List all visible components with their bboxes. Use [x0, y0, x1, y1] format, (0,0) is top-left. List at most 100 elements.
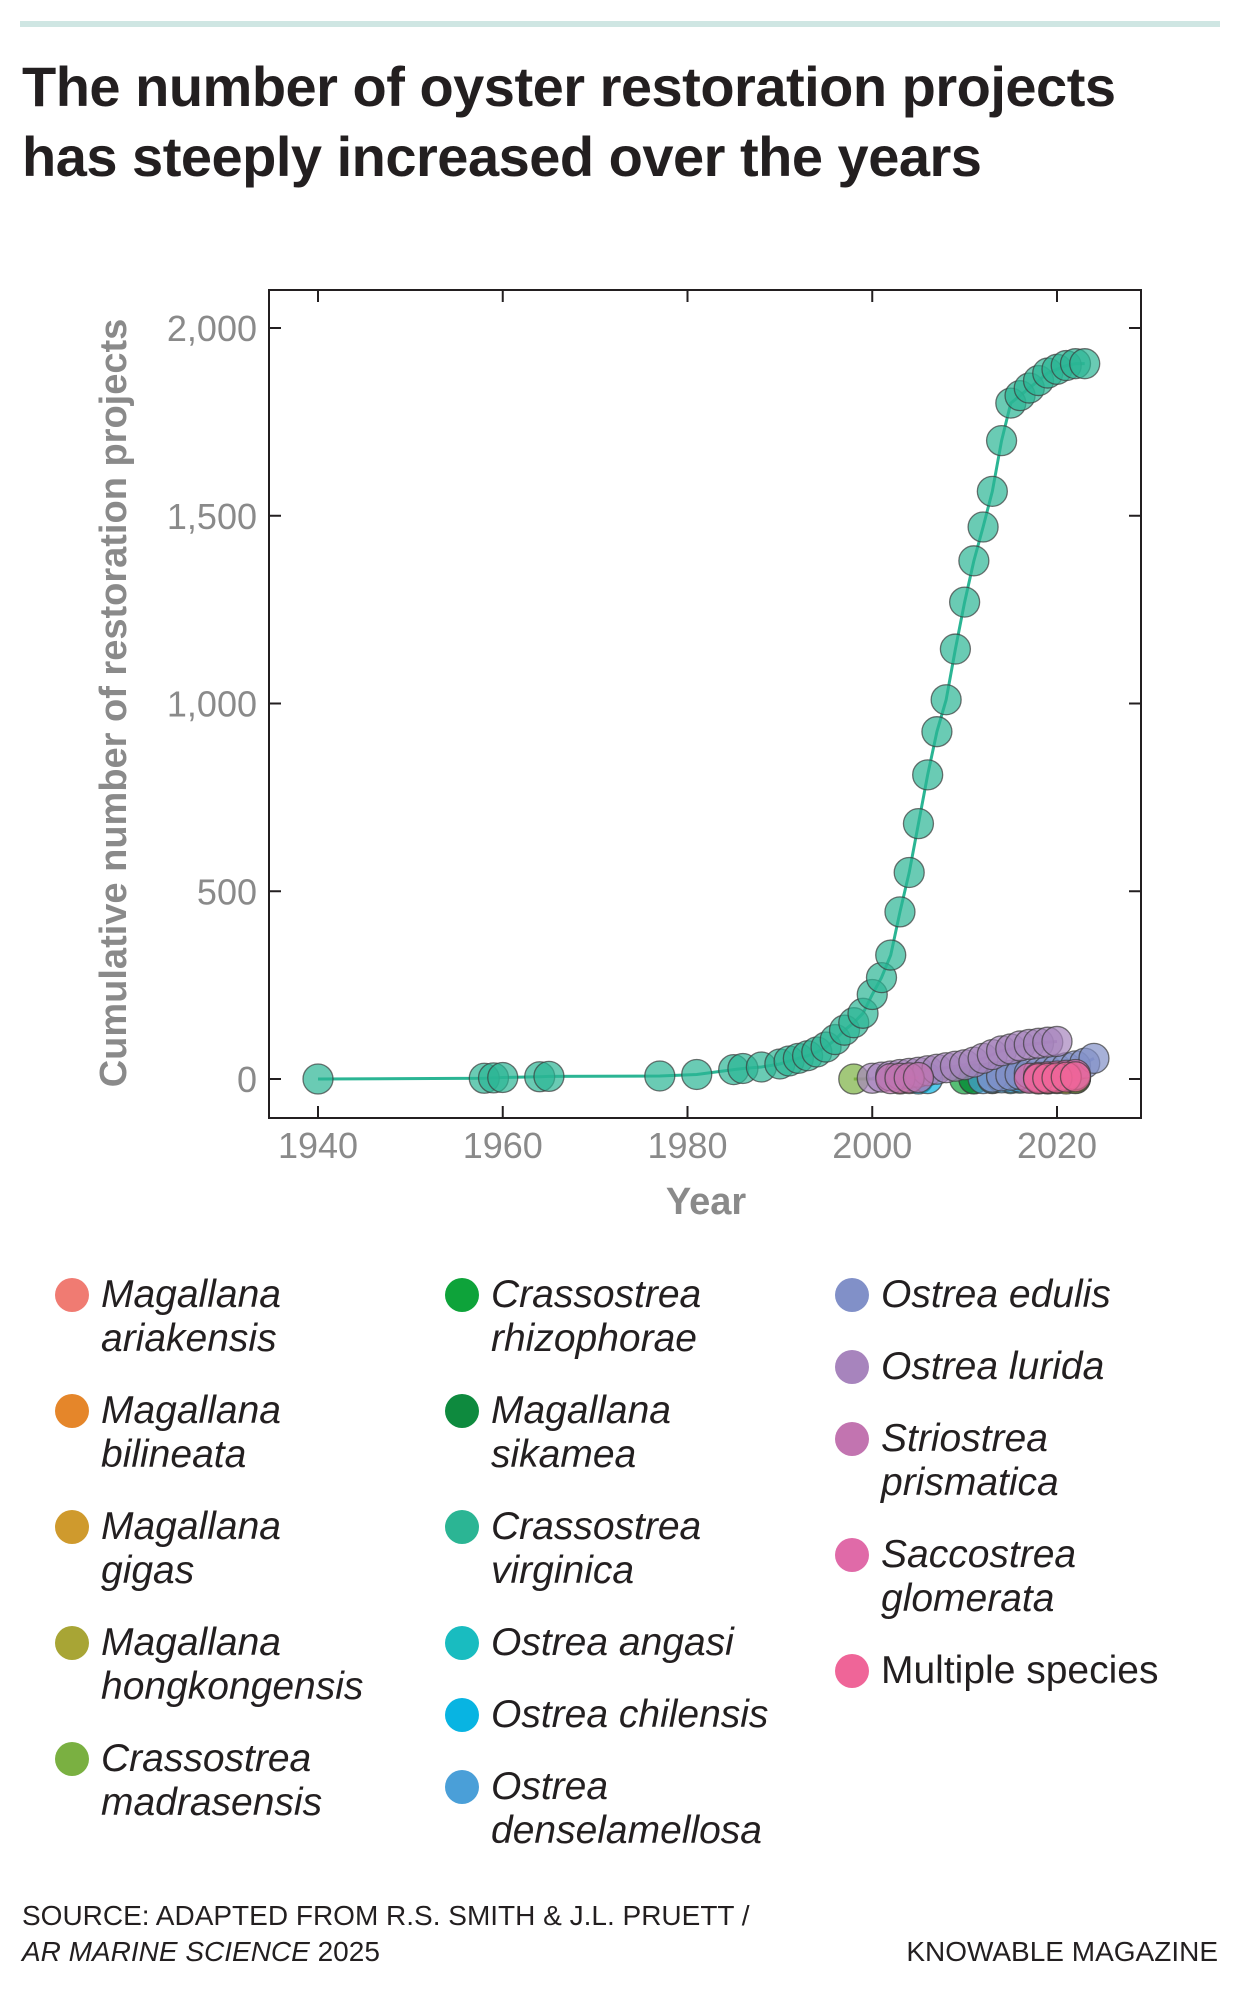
legend-swatch — [445, 1698, 479, 1732]
legend-item: Striostrea prismatica — [835, 1417, 1181, 1505]
legend-label-line: Multiple species — [881, 1649, 1159, 1692]
legend-label-line: sikamea — [491, 1433, 637, 1476]
data-point-ostrea-lurida — [1041, 1025, 1073, 1058]
legend-label: Magallana bilineata — [101, 1389, 401, 1477]
legend-label-line: Saccostrea — [881, 1533, 1077, 1576]
legend-swatch — [55, 1626, 89, 1660]
legend-swatch — [835, 1538, 869, 1572]
legend-swatch — [835, 1350, 869, 1384]
legend-label-line: hongkongensis — [101, 1665, 364, 1708]
page-title: The number of oyster restoration project… — [22, 55, 1116, 188]
data-point-crassostrea-virginica — [921, 716, 953, 748]
legend-label-line: Ostrea — [491, 1765, 609, 1808]
legend-item: Crassostrea rhizophorae — [445, 1273, 791, 1361]
legend-label: Striostrea prismatica — [881, 1417, 1181, 1505]
series-line-crassostrea-virginica — [317, 362, 1085, 1081]
y-tick-label: 2,000 — [167, 308, 257, 349]
legend-label-line: rhizophorae — [491, 1317, 697, 1360]
legend-label-line: prismatica — [881, 1461, 1059, 1504]
legend-label-line: Ostrea lurida — [881, 1345, 1105, 1388]
data-point-crassostrea-virginica — [948, 586, 981, 618]
source-year: 2025 — [317, 1936, 380, 1967]
legend-item: Ostrea edulis — [835, 1273, 1181, 1317]
legend-item: Magallana gigas — [55, 1505, 401, 1593]
legend-swatch — [835, 1278, 869, 1312]
data-point-striostrea-prismatica — [902, 1061, 935, 1094]
data-point-crassostrea-virginica — [939, 633, 972, 665]
legend-label-line: Magallana — [101, 1505, 281, 1548]
legend-label-line: Magallana — [101, 1273, 281, 1316]
credit: KNOWABLE MAGAZINE — [906, 1936, 1218, 1967]
legend-item: Crassostrea virginica — [445, 1505, 791, 1593]
data-point-crassostrea-virginica — [985, 424, 1018, 457]
x-tick-label: 1960 — [463, 1125, 543, 1166]
data-point-crassostrea-virginica — [302, 1063, 334, 1095]
legend-item: Magallana ariakensis — [55, 1273, 401, 1361]
legend-label-line: Ostrea angasi — [491, 1621, 734, 1664]
legend-label-line: Crassostrea — [491, 1505, 702, 1548]
legend-swatch — [445, 1394, 479, 1428]
data-point-crassostrea-virginica — [958, 545, 990, 577]
legend-label: Ostrea edulis — [881, 1273, 1181, 1317]
legend-label: Crassostrea madrasensis — [101, 1737, 401, 1825]
legend-label: Saccostrea glomerata — [881, 1533, 1181, 1621]
legend-label-line: Crassostrea — [491, 1273, 702, 1316]
data-point-crassostrea-virginica — [487, 1061, 519, 1094]
legend-label: Magallana sikamea — [491, 1389, 791, 1477]
y-tick-label: 1,500 — [167, 496, 257, 537]
legend-swatch — [445, 1278, 479, 1312]
data-point-crassostrea-virginica — [976, 475, 1008, 507]
top-rule — [20, 21, 1220, 27]
legend-item: Magallana bilineata — [55, 1389, 401, 1477]
legend-label-line: bilineata — [101, 1433, 247, 1476]
data-point-crassostrea-virginica — [902, 808, 935, 840]
legend-label-line: Striostrea — [881, 1417, 1048, 1460]
legend-label: Magallana ariakensis — [101, 1273, 401, 1361]
data-point-multiple-species — [1059, 1061, 1092, 1093]
legend-swatch — [445, 1510, 479, 1544]
legend-item: Saccostrea glomerata — [835, 1533, 1181, 1621]
x-tick-label: 1980 — [647, 1125, 727, 1166]
legend-label: Magallana hongkongensis — [101, 1621, 401, 1709]
legend-label: Magallana gigas — [101, 1505, 401, 1593]
legend-column-2: Crassostrea rhizophorae Magallana sikamea Cr… — [445, 1273, 791, 1853]
legend-column-3: Ostrea edulis Ostrea lurida Striostrea pris… — [835, 1273, 1181, 1693]
data-point-crassostrea-virginica — [644, 1060, 676, 1092]
source-prefix: SOURCE: ADAPTED FROM R.S. SMITH & J.L. P… — [22, 1900, 750, 1931]
legend-item: Ostrea chilensis — [445, 1693, 791, 1737]
source-note: SOURCE: ADAPTED FROM R.S. SMITH & J.L. P… — [22, 1898, 750, 1970]
legend-swatch — [55, 1510, 89, 1544]
legend-label-line: denselamellosa — [491, 1809, 763, 1852]
x-tick-label: 1940 — [278, 1125, 358, 1166]
legend-label: Ostrea chilensis — [491, 1693, 791, 1737]
y-tick-label: 0 — [237, 1059, 257, 1100]
data-point-crassostrea-virginica — [930, 684, 962, 716]
legend-label-line: Magallana — [491, 1389, 671, 1432]
y-tick-label: 500 — [197, 871, 257, 912]
legend-label-line: Ostrea chilensis — [491, 1693, 769, 1736]
legend-item: Crassostrea madrasensis — [55, 1737, 401, 1825]
legend-item: Magallana sikamea — [445, 1389, 791, 1477]
legend-swatch — [55, 1742, 89, 1776]
legend-swatch — [835, 1422, 869, 1456]
y-tick-label: 1,000 — [167, 684, 257, 725]
x-tick-label: 2020 — [1017, 1125, 1097, 1166]
data-point-crassostrea-virginica — [681, 1058, 713, 1091]
legend-label: Ostrea angasi — [491, 1621, 791, 1665]
x-axis-label: Year — [666, 1181, 747, 1223]
legend-label-line: ariakensis — [101, 1317, 277, 1360]
data-point-crassostrea-virginica — [893, 856, 925, 889]
legend-label: Ostrea lurida — [881, 1345, 1181, 1389]
legend-item: Ostrea denselamellosa — [445, 1765, 791, 1853]
legend-column-1: Magallana ariakensis Magallana bilineata Mag… — [55, 1273, 401, 1825]
legend-item: Ostrea angasi — [445, 1621, 791, 1665]
legend-swatch — [445, 1770, 479, 1804]
legend-label-line: Crassostrea — [101, 1737, 312, 1780]
data-point-crassostrea-virginica — [1069, 348, 1101, 380]
legend-swatch — [445, 1626, 479, 1660]
y-axis-label: Cumulative number of restoration project… — [93, 319, 135, 1088]
legend-label-line: gigas — [101, 1549, 195, 1592]
legend-swatch — [55, 1278, 89, 1312]
chart: 1940 1960 1980 2000 2020 0 500 1,000 1,500 2,000 Y… — [93, 289, 1142, 1223]
legend-label-line: Magallana — [101, 1389, 281, 1432]
